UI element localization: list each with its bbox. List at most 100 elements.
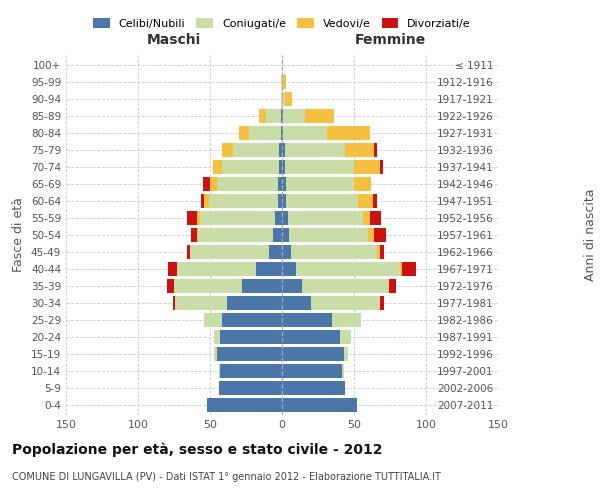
Bar bbox=[279, 143, 282, 157]
Y-axis label: Fasce di età: Fasce di età bbox=[13, 198, 25, 272]
Bar bbox=[197, 228, 199, 242]
Bar bbox=[354, 160, 380, 174]
Bar bbox=[282, 211, 288, 225]
Bar bbox=[220, 364, 282, 378]
Bar bbox=[283, 126, 326, 140]
Bar bbox=[282, 364, 343, 378]
Bar bbox=[283, 109, 305, 123]
Bar bbox=[174, 279, 242, 293]
Text: Anni di nascita: Anni di nascita bbox=[584, 188, 597, 281]
Bar bbox=[368, 228, 374, 242]
Bar bbox=[282, 160, 285, 174]
Bar bbox=[173, 296, 175, 310]
Bar bbox=[326, 126, 370, 140]
Bar bbox=[218, 381, 282, 395]
Bar bbox=[282, 177, 286, 191]
Bar bbox=[285, 160, 354, 174]
Bar bbox=[282, 262, 296, 276]
Bar bbox=[213, 160, 221, 174]
Bar bbox=[278, 194, 282, 208]
Bar bbox=[282, 143, 285, 157]
Bar bbox=[281, 109, 282, 123]
Bar bbox=[281, 75, 282, 89]
Bar bbox=[282, 313, 332, 327]
Bar bbox=[373, 194, 377, 208]
Bar bbox=[282, 126, 283, 140]
Bar bbox=[286, 177, 354, 191]
Bar bbox=[358, 194, 373, 208]
Bar bbox=[204, 194, 209, 208]
Bar bbox=[200, 211, 275, 225]
Bar bbox=[346, 143, 374, 157]
Bar bbox=[282, 347, 344, 361]
Text: Femmine: Femmine bbox=[355, 32, 425, 46]
Bar bbox=[332, 313, 361, 327]
Bar bbox=[167, 279, 174, 293]
Bar bbox=[256, 262, 282, 276]
Bar bbox=[233, 143, 279, 157]
Bar bbox=[281, 126, 282, 140]
Legend: Celibi/Nubili, Coniugati/e, Vedovi/e, Divorziati/e: Celibi/Nubili, Coniugati/e, Vedovi/e, Di… bbox=[89, 14, 475, 34]
Bar bbox=[199, 228, 274, 242]
Bar bbox=[217, 347, 282, 361]
Bar bbox=[275, 211, 282, 225]
Bar bbox=[209, 194, 278, 208]
Bar bbox=[283, 75, 286, 89]
Bar bbox=[207, 398, 282, 412]
Bar bbox=[290, 245, 377, 259]
Bar bbox=[282, 109, 283, 123]
Bar bbox=[400, 262, 401, 276]
Bar bbox=[274, 228, 282, 242]
Bar bbox=[380, 160, 383, 174]
Bar bbox=[305, 109, 334, 123]
Bar bbox=[259, 109, 266, 123]
Bar bbox=[401, 262, 416, 276]
Bar bbox=[340, 330, 351, 344]
Bar bbox=[191, 228, 197, 242]
Bar bbox=[362, 211, 370, 225]
Bar bbox=[374, 228, 386, 242]
Bar bbox=[285, 92, 292, 106]
Bar bbox=[286, 194, 358, 208]
Bar bbox=[380, 296, 384, 310]
Bar bbox=[282, 330, 340, 344]
Bar bbox=[249, 126, 281, 140]
Bar bbox=[302, 279, 389, 293]
Bar bbox=[221, 160, 279, 174]
Bar bbox=[227, 296, 282, 310]
Bar bbox=[266, 109, 281, 123]
Text: Maschi: Maschi bbox=[147, 32, 201, 46]
Bar bbox=[242, 279, 282, 293]
Bar bbox=[220, 330, 282, 344]
Bar bbox=[214, 347, 217, 361]
Bar bbox=[269, 245, 282, 259]
Bar bbox=[374, 143, 377, 157]
Bar bbox=[278, 177, 282, 191]
Bar bbox=[282, 75, 283, 89]
Bar bbox=[282, 194, 286, 208]
Bar bbox=[203, 177, 210, 191]
Bar bbox=[282, 245, 290, 259]
Bar bbox=[282, 398, 357, 412]
Bar bbox=[190, 245, 269, 259]
Bar bbox=[282, 296, 311, 310]
Bar bbox=[221, 313, 282, 327]
Bar bbox=[197, 211, 200, 225]
Bar bbox=[296, 262, 400, 276]
Bar bbox=[370, 211, 382, 225]
Bar bbox=[281, 92, 282, 106]
Bar bbox=[279, 160, 282, 174]
Bar bbox=[288, 211, 362, 225]
Bar bbox=[282, 92, 285, 106]
Bar bbox=[282, 381, 346, 395]
Bar bbox=[204, 313, 221, 327]
Bar bbox=[202, 194, 204, 208]
Bar bbox=[377, 245, 380, 259]
Bar bbox=[239, 126, 249, 140]
Bar bbox=[343, 364, 344, 378]
Bar bbox=[289, 228, 368, 242]
Bar bbox=[214, 330, 220, 344]
Bar bbox=[282, 228, 289, 242]
Text: Popolazione per età, sesso e stato civile - 2012: Popolazione per età, sesso e stato civil… bbox=[12, 442, 383, 457]
Bar bbox=[187, 245, 190, 259]
